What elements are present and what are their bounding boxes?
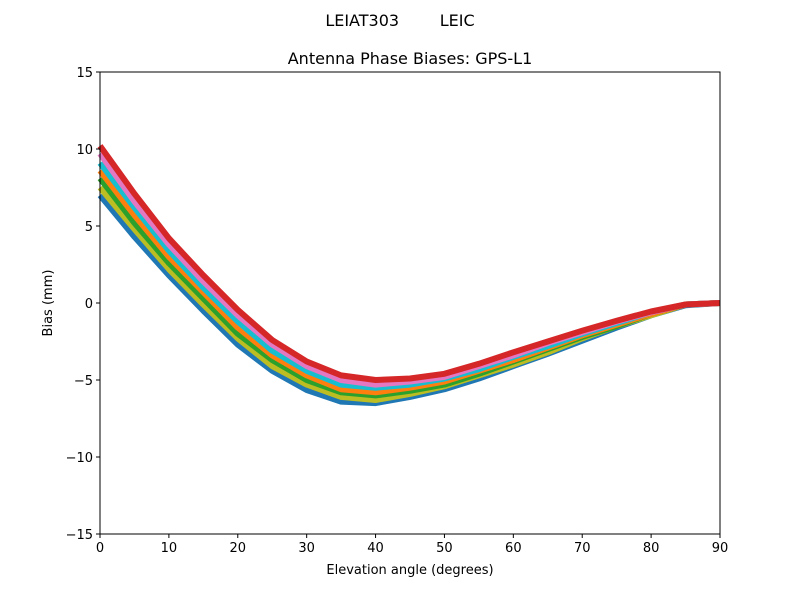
series-line-s6: [97, 144, 721, 383]
x-tick-label: 0: [96, 541, 104, 556]
x-tick-label: 70: [574, 541, 591, 556]
y-tick-label: 15: [76, 66, 93, 81]
x-axis-label: Elevation angle (degrees): [326, 563, 493, 578]
series-line-s5: [97, 151, 721, 388]
x-tick-label: 40: [367, 541, 384, 556]
series-line-s3: [97, 168, 721, 396]
series-line-s2: [97, 176, 721, 399]
y-tick-label: −15: [66, 528, 93, 543]
x-tick-label: 90: [712, 541, 729, 556]
y-axis-label: Bias (mm): [41, 270, 56, 337]
y-tick-label: −5: [74, 374, 93, 389]
x-axis: 0 10 20 30 40 50 60 70 80 90: [96, 534, 728, 556]
series-line-s4: [97, 161, 721, 391]
series-lines: [97, 144, 721, 407]
x-tick-label: 60: [505, 541, 522, 556]
x-tick-label: 80: [643, 541, 660, 556]
chart-suptitle: LEIAT303 LEIC: [325, 11, 474, 30]
y-axis: −15 −10 −5 0 5 10 15: [66, 66, 100, 543]
x-tick-label: 30: [298, 541, 315, 556]
y-tick-label: 5: [85, 220, 93, 235]
series-line-s1: [97, 185, 721, 403]
y-tick-label: 10: [76, 143, 93, 158]
x-tick-label: 50: [436, 541, 453, 556]
x-tick-label: 10: [161, 541, 178, 556]
chart-title: Antenna Phase Biases: GPS-L1: [288, 49, 533, 68]
y-tick-label: 0: [85, 297, 93, 312]
x-tick-label: 20: [230, 541, 247, 556]
series-line-s0: [97, 193, 721, 407]
y-tick-label: −10: [66, 451, 93, 466]
